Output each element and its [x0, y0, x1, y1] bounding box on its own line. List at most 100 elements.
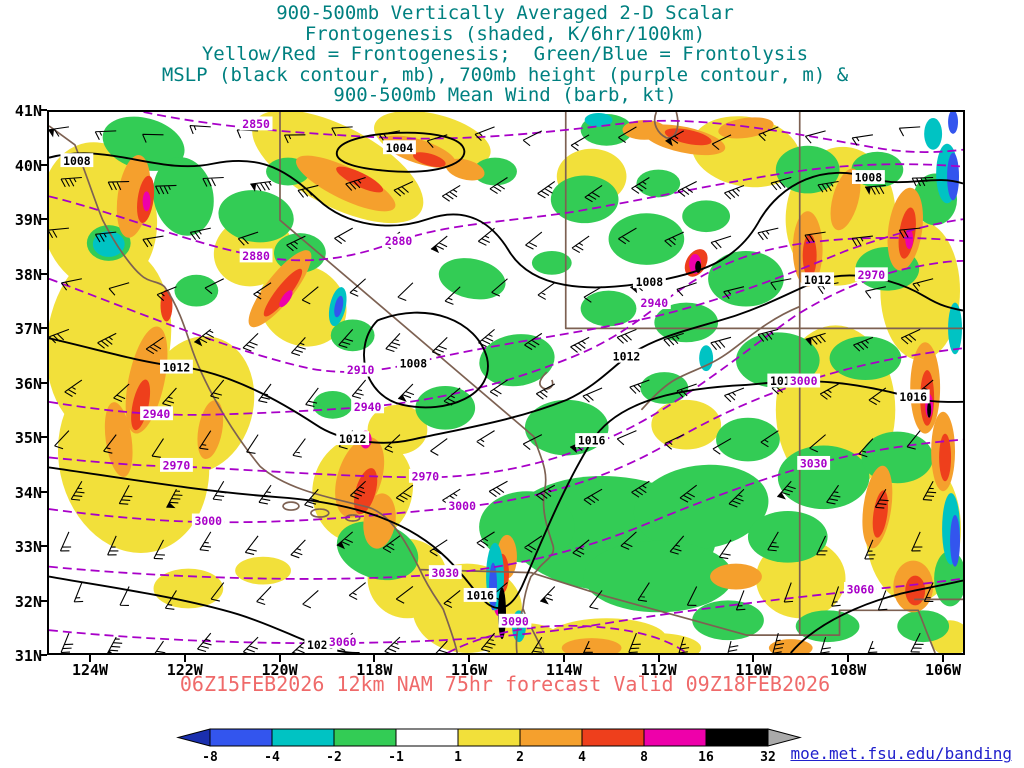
height-label-bg	[787, 373, 821, 388]
colorbar-tick-label: 32	[760, 750, 776, 765]
colorbar-segment	[395, 728, 459, 747]
lat-tick	[40, 272, 47, 275]
title-line-1: 900-500mb Vertically Averaged 2-D Scalar	[276, 2, 734, 24]
contour-labels: 1008 1004 1008 1008 1008 1012 1012 1012 1012 1016…	[60, 116, 930, 652]
height-label: 3000	[195, 514, 223, 528]
lon-tick	[278, 655, 281, 662]
lon-tick	[942, 655, 945, 662]
colorbar-tick-label: 8	[640, 750, 648, 765]
lat-label-32N: 32N	[14, 592, 42, 611]
lon-tick	[373, 655, 376, 662]
colorbar-tick-label: 1	[454, 750, 462, 765]
height-label: 3060	[847, 583, 875, 597]
lon-label-122W: 122W	[166, 661, 203, 679]
wind-barbs	[49, 125, 937, 653]
lat-tick	[40, 163, 47, 166]
colorbar-tick-label: -2	[326, 750, 342, 765]
mslp-label: 1012	[163, 360, 191, 374]
height-label: 2940	[354, 400, 382, 414]
height-label-bg	[344, 362, 378, 377]
mslp-label-bg	[851, 170, 885, 184]
colorbar-segment	[333, 728, 397, 747]
mslp-label: 1008	[855, 171, 883, 185]
forecast-caption: 06Z15FEB2026 12km NAM 75hr forecast Vali…	[179, 672, 831, 696]
colorbar-left-arrow	[176, 728, 211, 747]
lon-label-112W: 112W	[640, 661, 677, 679]
lon-tick	[89, 655, 91, 662]
height-label: 2850	[242, 117, 270, 131]
height-label-bg	[637, 295, 671, 310]
mslp-label: 1016	[578, 434, 606, 448]
height-label: 2970	[412, 469, 440, 483]
lat-tick	[40, 599, 47, 602]
frontolysis-shading-blue	[334, 112, 961, 611]
site-link[interactable]: moe.met.fsu.edu/banding	[790, 744, 1012, 763]
lon-tick	[657, 655, 660, 662]
height-label: 2910	[347, 363, 375, 377]
colorbar-segment	[705, 728, 769, 747]
mslp-label: 1016	[899, 390, 927, 404]
height-label-bg	[160, 457, 193, 472]
mslp-label: 1012	[613, 349, 641, 363]
lon-tick	[847, 655, 850, 662]
lon-tick	[562, 655, 565, 662]
lon-label-120W: 120W	[261, 661, 298, 679]
lat-label-38N: 38N	[14, 265, 42, 284]
lat-label-41N: 41N	[14, 102, 42, 120]
colorbar-tick-label: -8	[202, 750, 218, 765]
colorbar-segment	[643, 728, 707, 747]
mslp-label: 1012	[804, 273, 832, 287]
mslp-label-bg	[336, 431, 370, 446]
lat-label-39N: 39N	[14, 211, 42, 229]
height-label-bg	[797, 455, 831, 470]
lat-label-33N: 33N	[14, 538, 42, 556]
mslp-label: 1004	[386, 141, 414, 155]
mslp-label-bg	[632, 274, 666, 289]
lon-tick	[183, 655, 186, 662]
colorbar-tick-label: -1	[388, 750, 404, 765]
lat-tick	[40, 109, 47, 111]
height-label: 2970	[163, 459, 191, 473]
title-line-5: 900-500mb Mean Wind (barb, kt)	[333, 84, 677, 106]
lat-label-37N: 37N	[14, 320, 42, 338]
forecast-map: 1008 1004 1008 1008 1008 1012 1012 1012 1012 1016…	[49, 112, 963, 653]
height-label: 3030	[431, 566, 459, 580]
mslp-label-bg	[801, 272, 835, 287]
lon-label-116W: 116W	[451, 661, 488, 679]
height-label: 3000	[448, 499, 476, 513]
height-label-bg	[854, 267, 888, 282]
lat-label-31N: 31N	[14, 647, 42, 665]
colorbar-segment	[519, 728, 583, 747]
lat-label-36N: 36N	[14, 374, 42, 393]
lon-label-118W: 118W	[356, 661, 393, 679]
lat-label-35N: 35N	[14, 429, 42, 447]
height-label-bg	[844, 582, 877, 596]
colorbar-segment	[581, 728, 645, 747]
mslp-label-bg	[396, 355, 430, 370]
lat-tick	[40, 327, 47, 329]
height-label: 3060	[329, 635, 357, 649]
mslp-label-bg	[383, 140, 416, 155]
colorbar-tick-label: -4	[264, 750, 280, 765]
title-line-2: Frontogenesis (shaded, K/6hr/100km)	[304, 22, 706, 45]
height-label: 3090	[501, 614, 529, 628]
colorbar-segment	[457, 728, 521, 747]
height-label: 3030	[800, 457, 828, 471]
height-label-bg	[428, 565, 462, 580]
height-label: 2940	[641, 296, 669, 310]
height-label: 2940	[143, 407, 171, 421]
mslp-label-bg	[896, 389, 930, 404]
map-frame: 1008 1004 1008 1008 1008 1012 1012 1012 1012 1016…	[47, 110, 965, 655]
lat-label-34N: 34N	[14, 483, 42, 502]
lon-label-106W: 106W	[924, 661, 962, 679]
lon-tick	[752, 655, 755, 662]
mslp-label-bg	[575, 433, 609, 448]
height-label-bg	[191, 513, 225, 528]
colorbar-segment	[209, 728, 273, 747]
colorbar-tick-label: 16	[698, 750, 714, 765]
mslp-label: 1016	[466, 589, 494, 603]
height-label-bg	[351, 399, 385, 414]
lon-label-110W: 110W	[735, 661, 772, 679]
lat-tick	[40, 545, 47, 547]
